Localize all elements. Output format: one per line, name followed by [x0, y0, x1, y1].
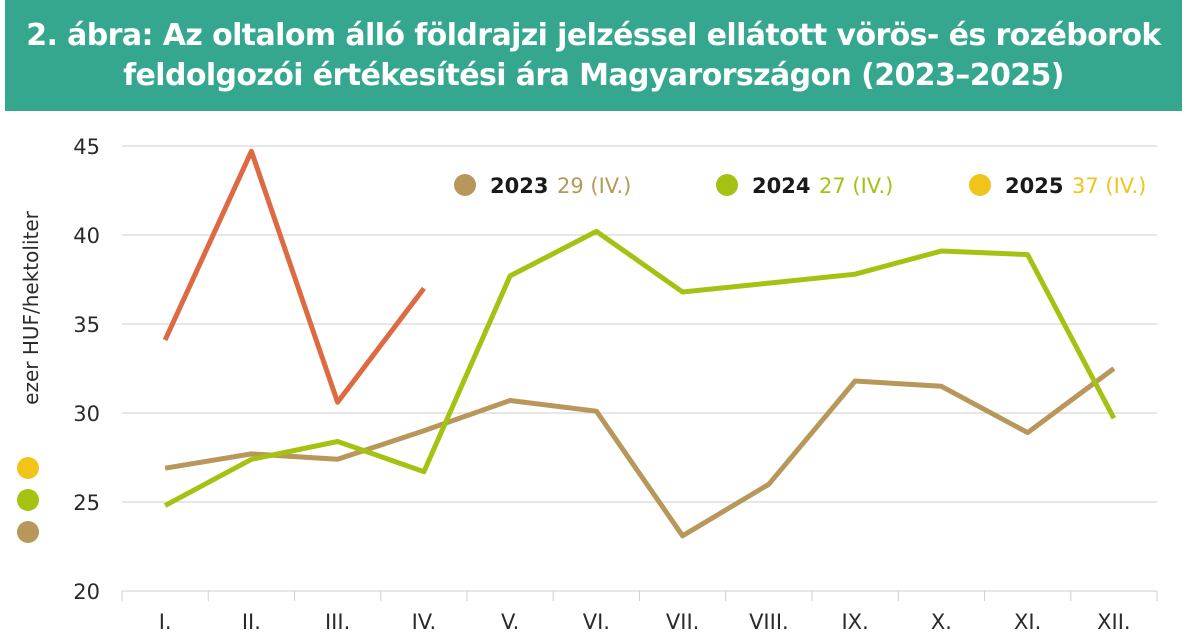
- side-marker-2024: [17, 489, 39, 511]
- x-tick-label: V.: [501, 610, 519, 634]
- y-tick-label: 25: [73, 491, 100, 515]
- series-line-2024: [163, 228, 1117, 508]
- series-lines: [162, 148, 1117, 539]
- y-tick-label: 35: [73, 313, 100, 337]
- side-marker-2025: [17, 457, 39, 479]
- y-axis-label: ezer HUF/hektoliter: [19, 210, 43, 405]
- x-tick-label: X.: [931, 610, 952, 634]
- side-color-markers: [17, 457, 39, 543]
- x-axis-ticks: I. II. III. IV. V. VI. VII. VIII. IX. X. XI. XII.: [121, 591, 1158, 634]
- series-line-2023: [164, 366, 1116, 539]
- x-tick-label: VIII.: [749, 610, 789, 634]
- legend-marker-2024: [716, 174, 738, 196]
- x-tick-label: VII.: [666, 610, 699, 634]
- legend: 2023 29 (IV.) 2024 27 (IV.) 2025 37 (IV.): [454, 174, 1146, 198]
- x-tick-label: III.: [325, 610, 350, 634]
- x-tick-label: IV.: [412, 610, 437, 634]
- side-marker-2023: [17, 521, 39, 543]
- legend-note-2023: 29 (IV.): [557, 174, 631, 198]
- chart-title-line-2: feldolgozói értékesítési ára Magyarorszá…: [123, 57, 1064, 93]
- series-line-2025: [162, 148, 426, 405]
- y-axis-ticks: 20 25 30 35 40 45: [73, 135, 100, 604]
- y-tick-label: 20: [73, 580, 100, 604]
- x-tick-label: VI.: [583, 610, 610, 634]
- legend-note-2024: 27 (IV.): [819, 174, 893, 198]
- y-tick-label: 30: [73, 402, 100, 426]
- legend-marker-2025: [969, 174, 991, 196]
- x-tick-label: XI.: [1014, 610, 1041, 634]
- y-tick-label: 40: [73, 224, 100, 248]
- chart-title-line-1: 2. ábra: Az oltalom álló földrajzi jelzé…: [26, 17, 1161, 53]
- legend-marker-2023: [454, 174, 476, 196]
- chart-title-banner: 2. ábra: Az oltalom álló földrajzi jelzé…: [5, 0, 1182, 111]
- legend-year-2025: 2025: [1005, 174, 1063, 198]
- x-tick-label: I.: [159, 610, 172, 634]
- x-tick-label: II.: [242, 610, 261, 634]
- x-tick-label: IX.: [841, 610, 868, 634]
- legend-note-2025: 37 (IV.): [1072, 174, 1146, 198]
- legend-year-2023: 2023: [490, 174, 548, 198]
- legend-year-2024: 2024: [752, 174, 810, 198]
- y-tick-label: 45: [73, 135, 100, 159]
- x-tick-label: XII.: [1097, 610, 1130, 634]
- gridlines: [122, 145, 1157, 592]
